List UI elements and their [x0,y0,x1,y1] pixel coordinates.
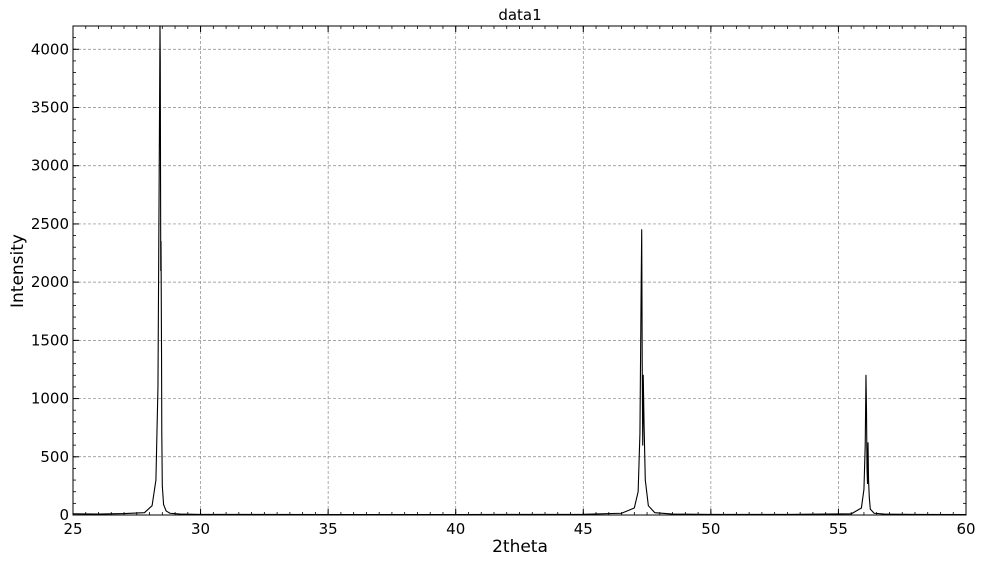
y-tick-label: 500 [40,448,69,466]
data-point [869,508,871,510]
data-point [863,488,865,490]
data-point [159,60,161,62]
data-point [161,433,163,434]
y-tick-label: 2500 [31,215,69,233]
data-point [641,363,643,365]
data-point [640,281,642,283]
data-point [179,513,181,515]
data-point [160,270,162,271]
data-point [873,512,875,514]
x-tick-label: 55 [829,520,848,538]
data-point [643,421,645,423]
data-point [169,512,171,514]
y-tick-label: 4000 [31,40,69,58]
data-point [637,491,639,493]
y-tick-label: 2000 [31,273,69,291]
data-point [883,513,885,515]
y-axis-label: Intensity [8,234,28,308]
data-point [867,442,869,444]
data-point [157,386,159,388]
data-point [644,479,646,481]
data-point [868,479,869,481]
data-point [641,229,643,231]
data-point [864,444,866,446]
data-point [639,433,641,434]
plot-area [72,25,967,516]
data-point [160,240,162,242]
x-tick-label: 45 [574,520,593,538]
series-line [72,25,967,516]
plot-frame [72,25,967,516]
chart-title: data1 [498,6,541,24]
data-point [867,483,868,484]
data-point [633,507,635,509]
data-point [161,351,162,353]
data-point [866,468,868,469]
data-point [860,507,862,509]
ticks: 25 30 35 40 45 50 55 60 0 500 1000 1500 2000 2500 3000… [31,25,976,538]
data-point [155,479,157,481]
data-point [151,505,153,507]
x-tick-label: 50 [701,520,720,538]
data-point [642,444,644,446]
y-tick-label: 1500 [31,331,69,349]
data-point [654,512,656,514]
x-tick-label: 60 [956,520,975,538]
y-tick-label: 3000 [31,157,69,175]
data-point [868,497,870,498]
x-tick-label: 25 [63,520,82,538]
x-axis-label: 2theta [492,537,548,557]
y-tick-label: 3500 [31,99,69,117]
data-point [165,510,167,512]
data-point [865,374,867,376]
grid [73,26,966,515]
data-point [647,505,649,507]
x-tick-label: 30 [191,520,210,538]
y-tick-label: 1000 [31,390,69,408]
data-point [642,374,644,376]
data-point [161,485,163,487]
data-point [158,165,160,167]
data-point [163,504,164,505]
data-point [866,409,867,411]
x-tick-label: 40 [446,520,465,538]
data-point [144,512,145,514]
y-tick-label: 0 [59,506,69,524]
x-tick-label: 35 [319,520,338,538]
